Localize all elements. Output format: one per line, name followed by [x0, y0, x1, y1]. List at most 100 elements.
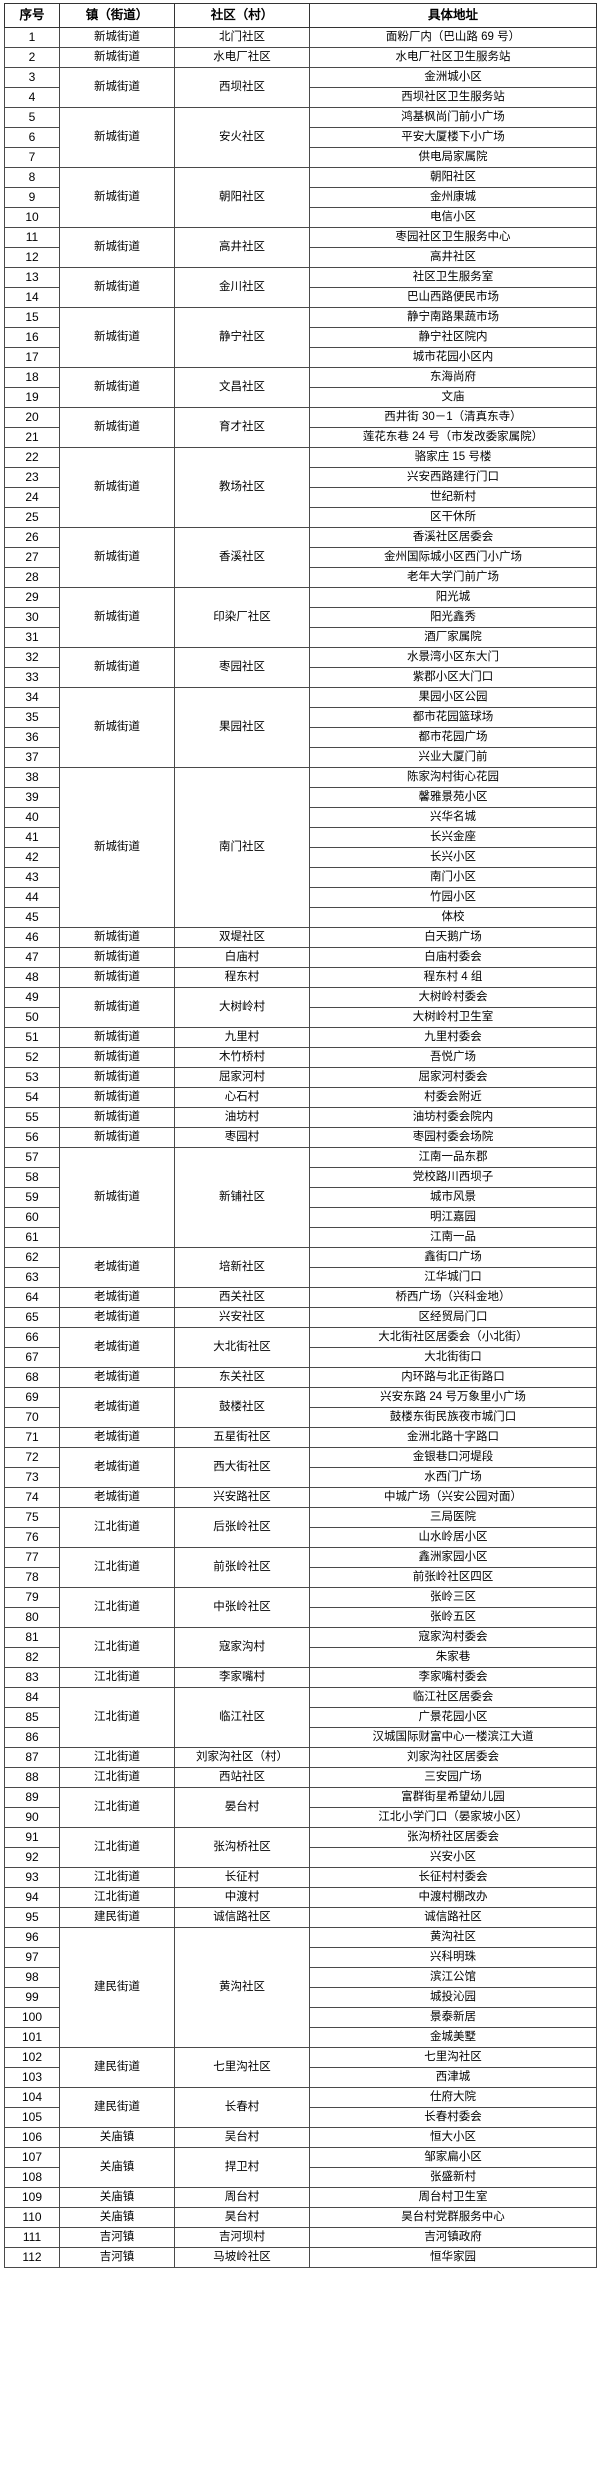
table-row: 45 体校	[4, 907, 597, 928]
cell-address: 兴业大厦门前	[309, 747, 597, 768]
table-row: 81 江北街道 寇家沟村 寇家沟村委会	[4, 1627, 597, 1668]
cell-address: 汉城国际财富中心一楼滨江大道	[309, 1727, 597, 1748]
table-row: 20 新城街道 育才社区 西井街 30－1（清真东寺）	[4, 407, 597, 448]
cell-address: 白天鹅广场	[309, 927, 597, 948]
cell-address: 城投沁园	[309, 1987, 597, 2008]
cell-address: 文庙	[309, 387, 597, 408]
cell-address: 黄沟社区	[309, 1927, 597, 1948]
table-row: 54 新城街道 心石村 村委会附近	[4, 1087, 597, 1108]
cell-address: 金州国际城小区西门小广场	[309, 547, 597, 568]
cell-community: 果园社区	[174, 687, 310, 768]
cell-community: 前张岭社区	[174, 1547, 310, 1588]
cell-town: 江北街道	[59, 1687, 175, 1748]
cell-community: 新铺社区	[174, 1147, 310, 1248]
cell-town: 新城街道	[59, 307, 175, 368]
cell-index: 24	[4, 487, 60, 508]
cell-address: 临江社区居委会	[309, 1687, 597, 1708]
cell-index: 108	[4, 2167, 60, 2188]
cell-index: 86	[4, 1727, 60, 1748]
cell-community: 长春村	[174, 2087, 310, 2128]
table-row: 109 关庙镇 周台村 周台村卫生室	[4, 2187, 597, 2208]
cell-index: 18	[4, 367, 60, 388]
cell-index: 75	[4, 1507, 60, 1528]
cell-town: 新城街道	[59, 1107, 175, 1128]
cell-index: 40	[4, 807, 60, 828]
cell-community: 文昌社区	[174, 367, 310, 408]
cell-address: 广景花园小区	[309, 1707, 597, 1728]
cell-index: 74	[4, 1487, 60, 1508]
cell-index: 109	[4, 2187, 60, 2208]
cell-index: 5	[4, 107, 60, 128]
table-row: 64 老城街道 西关社区 桥西广场（兴科金地）	[4, 1287, 597, 1308]
cell-town: 新城街道	[59, 527, 175, 588]
cell-address: 村委会附近	[309, 1087, 597, 1108]
cell-address: 富群街星希望幼儿园	[309, 1787, 597, 1808]
cell-town: 建民街道	[59, 2047, 175, 2088]
cell-index: 105	[4, 2107, 60, 2128]
cell-address: 吉河镇政府	[309, 2227, 597, 2248]
cell-address: 老年大学门前广场	[309, 567, 597, 588]
table-row: 103 西津城	[4, 2067, 597, 2088]
cell-address: 面粉厂内（巴山路 69 号）	[309, 27, 597, 48]
cell-address: 张沟桥社区居委会	[309, 1827, 597, 1848]
cell-town: 新城街道	[59, 167, 175, 228]
cell-town: 新城街道	[59, 107, 175, 168]
cell-town: 吉河镇	[59, 2247, 175, 2268]
table-row: 87 江北街道 刘家沟社区（村） 刘家沟社区居委会	[4, 1747, 597, 1768]
cell-index: 62	[4, 1247, 60, 1268]
cell-town: 新城街道	[59, 927, 175, 948]
cell-address: 高井社区	[309, 247, 597, 268]
cell-index: 81	[4, 1627, 60, 1648]
cell-index: 16	[4, 327, 60, 348]
cell-town: 老城街道	[59, 1327, 175, 1368]
table-row: 90 江北小学门口（晏家坡小区）	[4, 1807, 597, 1828]
table-row: 96 建民街道 黄沟社区 黄沟社区	[4, 1927, 597, 2048]
cell-town: 新城街道	[59, 67, 175, 108]
cell-town: 江北街道	[59, 1547, 175, 1588]
cell-community: 兴安社区	[174, 1307, 310, 1328]
column-header-index: 序号	[4, 3, 60, 28]
table-row: 8 新城街道 朝阳社区 朝阳社区	[4, 167, 597, 228]
cell-index: 87	[4, 1747, 60, 1768]
cell-community: 双堤社区	[174, 927, 310, 948]
cell-address: 世纪新村	[309, 487, 597, 508]
cell-index: 52	[4, 1047, 60, 1068]
cell-community: 捍卫村	[174, 2147, 310, 2188]
cell-address: 张岭五区	[309, 1607, 597, 1628]
cell-index: 50	[4, 1007, 60, 1028]
cell-address: 竹园小区	[309, 887, 597, 908]
cell-address: 江南一品	[309, 1227, 597, 1248]
cell-index: 53	[4, 1067, 60, 1088]
cell-address: 鑫街口广场	[309, 1247, 597, 1268]
cell-town: 新城街道	[59, 987, 175, 1028]
cell-town: 新城街道	[59, 587, 175, 648]
cell-address: 山水岭居小区	[309, 1527, 597, 1548]
cell-index: 21	[4, 427, 60, 448]
table-row: 61 江南一品	[4, 1227, 597, 1248]
cell-index: 44	[4, 887, 60, 908]
cell-address: 金城美墅	[309, 2027, 597, 2048]
cell-address: 昊台村党群服务中心	[309, 2207, 597, 2228]
table-row: 79 江北街道 中张岭社区 张岭三区	[4, 1587, 597, 1628]
cell-community: 南门社区	[174, 767, 310, 928]
cell-index: 69	[4, 1387, 60, 1408]
cell-town: 新城街道	[59, 947, 175, 968]
cell-index: 10	[4, 207, 60, 228]
cell-index: 98	[4, 1967, 60, 1988]
cell-town: 新城街道	[59, 227, 175, 268]
cell-index: 46	[4, 927, 60, 948]
cell-index: 92	[4, 1847, 60, 1868]
cell-community: 西大街社区	[174, 1447, 310, 1488]
table-row: 46 新城街道 双堤社区 白天鹅广场	[4, 927, 597, 948]
cell-address: 七里沟社区	[309, 2047, 597, 2068]
cell-community: 心石村	[174, 1087, 310, 1108]
table-header: 序号 镇（街道） 社区（村） 具体地址	[4, 3, 597, 28]
cell-index: 106	[4, 2127, 60, 2148]
table-row: 92 兴安小区	[4, 1847, 597, 1868]
cell-town: 江北街道	[59, 1827, 175, 1868]
column-header-town: 镇（街道）	[59, 3, 175, 28]
cell-index: 70	[4, 1407, 60, 1428]
cell-community: 后张岭社区	[174, 1507, 310, 1548]
cell-address: 三局医院	[309, 1507, 597, 1528]
table-row: 107 关庙镇 捍卫村 邹家扁小区	[4, 2147, 597, 2188]
